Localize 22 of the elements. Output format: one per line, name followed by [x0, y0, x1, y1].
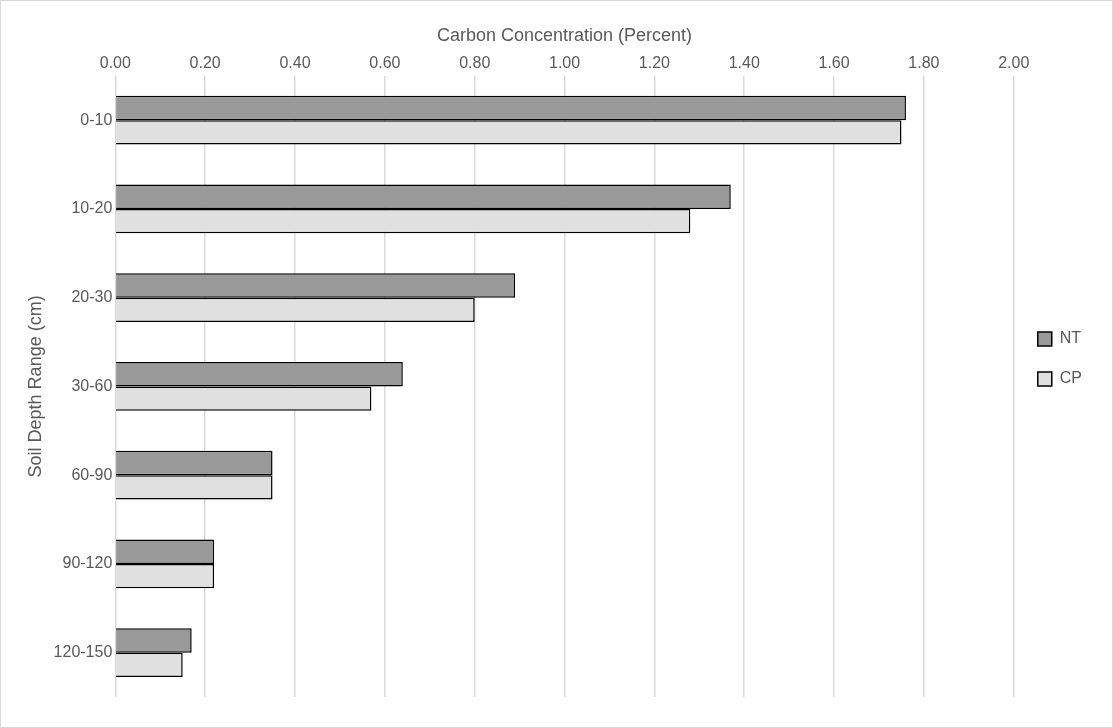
- x-tick-label: 0.00: [99, 53, 131, 71]
- y-tick-label: 30-60: [71, 376, 113, 394]
- y-tick-label: 60-90: [71, 465, 113, 483]
- x-tick-label: 1.00: [548, 53, 581, 71]
- y-tick-label: 90-120: [62, 554, 113, 572]
- y-tick-label: 10-20: [71, 199, 113, 217]
- x-tick-label: 1.20: [638, 53, 671, 71]
- x-tick-label: 2.00: [998, 53, 1030, 71]
- x-tick-label: 0.80: [459, 53, 491, 71]
- y-tick-label: 20-30: [71, 288, 113, 306]
- x-tick-label: 1.60: [818, 53, 850, 71]
- y-tick-label: 120-150: [53, 643, 113, 661]
- x-tick-label: 0.40: [279, 53, 311, 71]
- y-axis-title: Soil Depth Range (cm): [24, 295, 45, 478]
- x-tick-label: 1.80: [908, 53, 940, 71]
- x-tick-label: 1.40: [728, 53, 760, 71]
- x-tick-label: 0.60: [369, 53, 401, 71]
- y-tick-label: 0-10: [80, 110, 113, 128]
- legend-label: CP: [1059, 369, 1083, 387]
- x-axis-title: Carbon Concentration (Percent): [436, 24, 693, 45]
- legend-label: NT: [1059, 329, 1082, 347]
- x-tick-label: 0.20: [189, 53, 221, 71]
